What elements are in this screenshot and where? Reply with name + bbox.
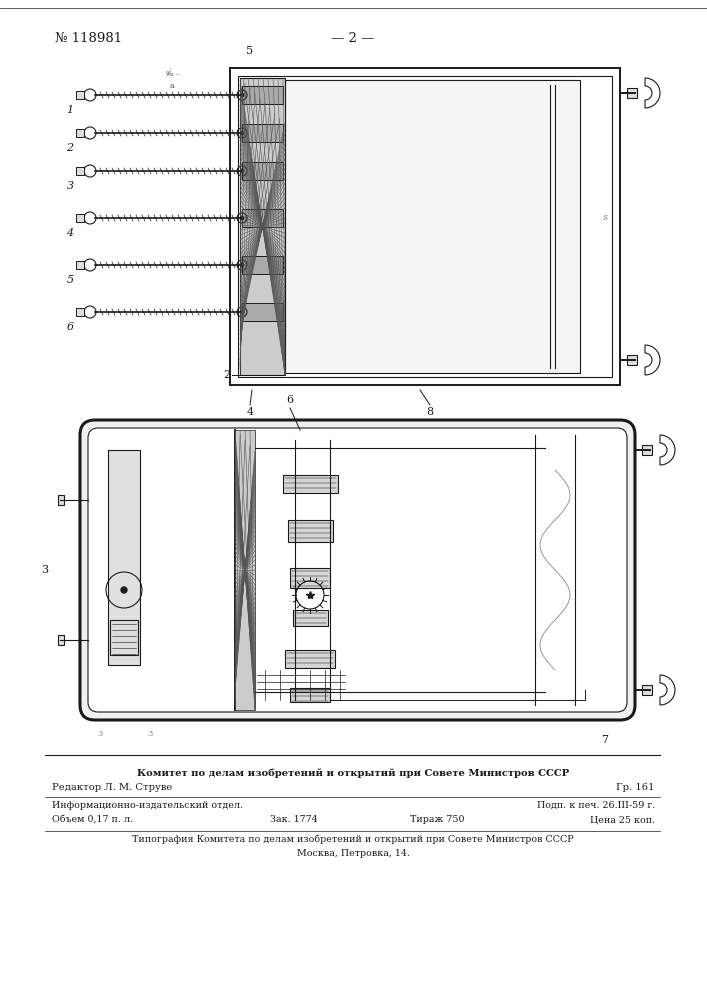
Text: 2: 2 bbox=[66, 143, 74, 153]
Bar bbox=[58, 495, 64, 505]
Bar bbox=[627, 355, 637, 365]
Bar bbox=[283, 475, 338, 493]
Text: 2: 2 bbox=[223, 370, 230, 380]
Text: 5: 5 bbox=[247, 46, 254, 56]
Text: 6: 6 bbox=[286, 395, 293, 405]
Text: — 2 —: — 2 — bbox=[332, 31, 375, 44]
Bar bbox=[230, 68, 620, 385]
Bar bbox=[627, 88, 637, 98]
Text: Подп. к печ. 26.III-59 г.: Подп. к печ. 26.III-59 г. bbox=[537, 801, 655, 810]
Text: 7: 7 bbox=[602, 735, 609, 745]
FancyBboxPatch shape bbox=[88, 428, 627, 712]
Circle shape bbox=[240, 216, 244, 220]
Text: Зак. 1774: Зак. 1774 bbox=[270, 815, 317, 824]
Circle shape bbox=[240, 131, 244, 135]
Text: 6: 6 bbox=[66, 322, 74, 332]
Bar bbox=[238, 76, 612, 377]
Text: 4: 4 bbox=[247, 407, 254, 417]
Bar bbox=[293, 610, 328, 626]
Text: 4: 4 bbox=[66, 228, 74, 238]
Bar bbox=[242, 303, 283, 321]
Text: Цена 25 коп.: Цена 25 коп. bbox=[590, 815, 655, 824]
Bar bbox=[242, 86, 283, 104]
Text: 5: 5 bbox=[66, 275, 74, 285]
Bar bbox=[76, 308, 84, 316]
Circle shape bbox=[121, 587, 127, 593]
Bar bbox=[290, 688, 330, 702]
Text: Москва, Петровка, 14.: Москва, Петровка, 14. bbox=[296, 849, 409, 858]
Text: s: s bbox=[602, 214, 607, 223]
Bar bbox=[290, 568, 330, 588]
Text: 3: 3 bbox=[42, 565, 49, 575]
Text: Типография Комитета по делам изобретений и открытий при Совете Министров СССР: Типография Комитета по делам изобретений… bbox=[132, 835, 574, 844]
Bar bbox=[76, 214, 84, 222]
Circle shape bbox=[240, 310, 244, 314]
Bar bbox=[288, 520, 333, 542]
Text: Комитет по делам изобретений и открытий при Совете Министров СССР: Комитет по делам изобретений и открытий … bbox=[137, 769, 569, 778]
Text: 8: 8 bbox=[426, 407, 433, 417]
Bar bbox=[108, 450, 140, 665]
Bar bbox=[240, 78, 285, 375]
Bar bbox=[242, 162, 283, 180]
Circle shape bbox=[240, 93, 244, 97]
Circle shape bbox=[240, 169, 244, 173]
Text: Объем 0,17 п. л.: Объем 0,17 п. л. bbox=[52, 815, 133, 824]
Text: Информационно-издательский отдел.: Информационно-издательский отдел. bbox=[52, 801, 243, 810]
Bar bbox=[235, 430, 255, 710]
Bar bbox=[76, 129, 84, 137]
Bar bbox=[58, 635, 64, 645]
Text: а: а bbox=[170, 82, 175, 90]
Bar bbox=[242, 124, 283, 142]
Text: 3: 3 bbox=[98, 730, 103, 738]
Circle shape bbox=[240, 263, 244, 267]
FancyBboxPatch shape bbox=[80, 420, 635, 720]
Bar bbox=[242, 209, 283, 227]
Text: Тираж 750: Тираж 750 bbox=[410, 815, 464, 824]
Text: 3: 3 bbox=[147, 730, 153, 738]
Text: Гр. 161: Гр. 161 bbox=[617, 783, 655, 792]
Text: 3: 3 bbox=[66, 181, 74, 191]
Bar bbox=[76, 91, 84, 99]
Bar bbox=[285, 80, 580, 373]
Text: № 118981: № 118981 bbox=[55, 31, 122, 44]
Text: Редактор Л. М. Струве: Редактор Л. М. Струве bbox=[52, 783, 173, 792]
Bar bbox=[642, 445, 652, 455]
Bar bbox=[76, 261, 84, 269]
Bar bbox=[285, 650, 335, 668]
Bar bbox=[642, 685, 652, 695]
Bar bbox=[242, 256, 283, 274]
Text: $\'{ψ_α}$ ..: $\'{ψ_α}$ .. bbox=[165, 67, 181, 79]
Text: 1: 1 bbox=[66, 105, 74, 115]
Bar bbox=[76, 167, 84, 175]
Bar bbox=[110, 620, 138, 655]
